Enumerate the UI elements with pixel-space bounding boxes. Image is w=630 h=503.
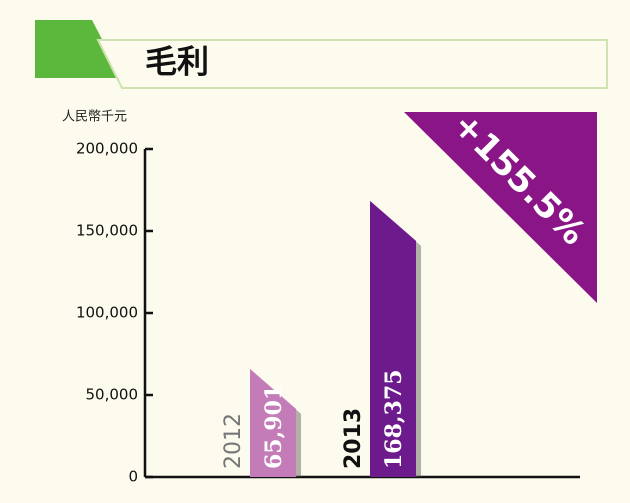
- header-banner: [96, 39, 608, 89]
- annotation-badge: [404, 112, 597, 303]
- value-label: 65,901: [261, 385, 287, 469]
- bar: [370, 200, 416, 478]
- y-tick-label: 150,000: [76, 222, 138, 240]
- y-tick-label: 100,000: [76, 304, 138, 322]
- y-tick-label: 200,000: [76, 140, 138, 158]
- y-tick-label: 50,000: [86, 386, 139, 404]
- x-tick-label: 2013: [341, 408, 366, 469]
- x-tick-label: 2012: [221, 413, 246, 469]
- header-accent: [35, 20, 122, 78]
- chart-title: 毛利: [145, 43, 209, 81]
- bar: [250, 368, 296, 477]
- value-label: 168,375: [381, 369, 407, 469]
- y-tick-label: 0: [128, 468, 138, 486]
- y-axis-label: 人民幣千元: [62, 110, 127, 125]
